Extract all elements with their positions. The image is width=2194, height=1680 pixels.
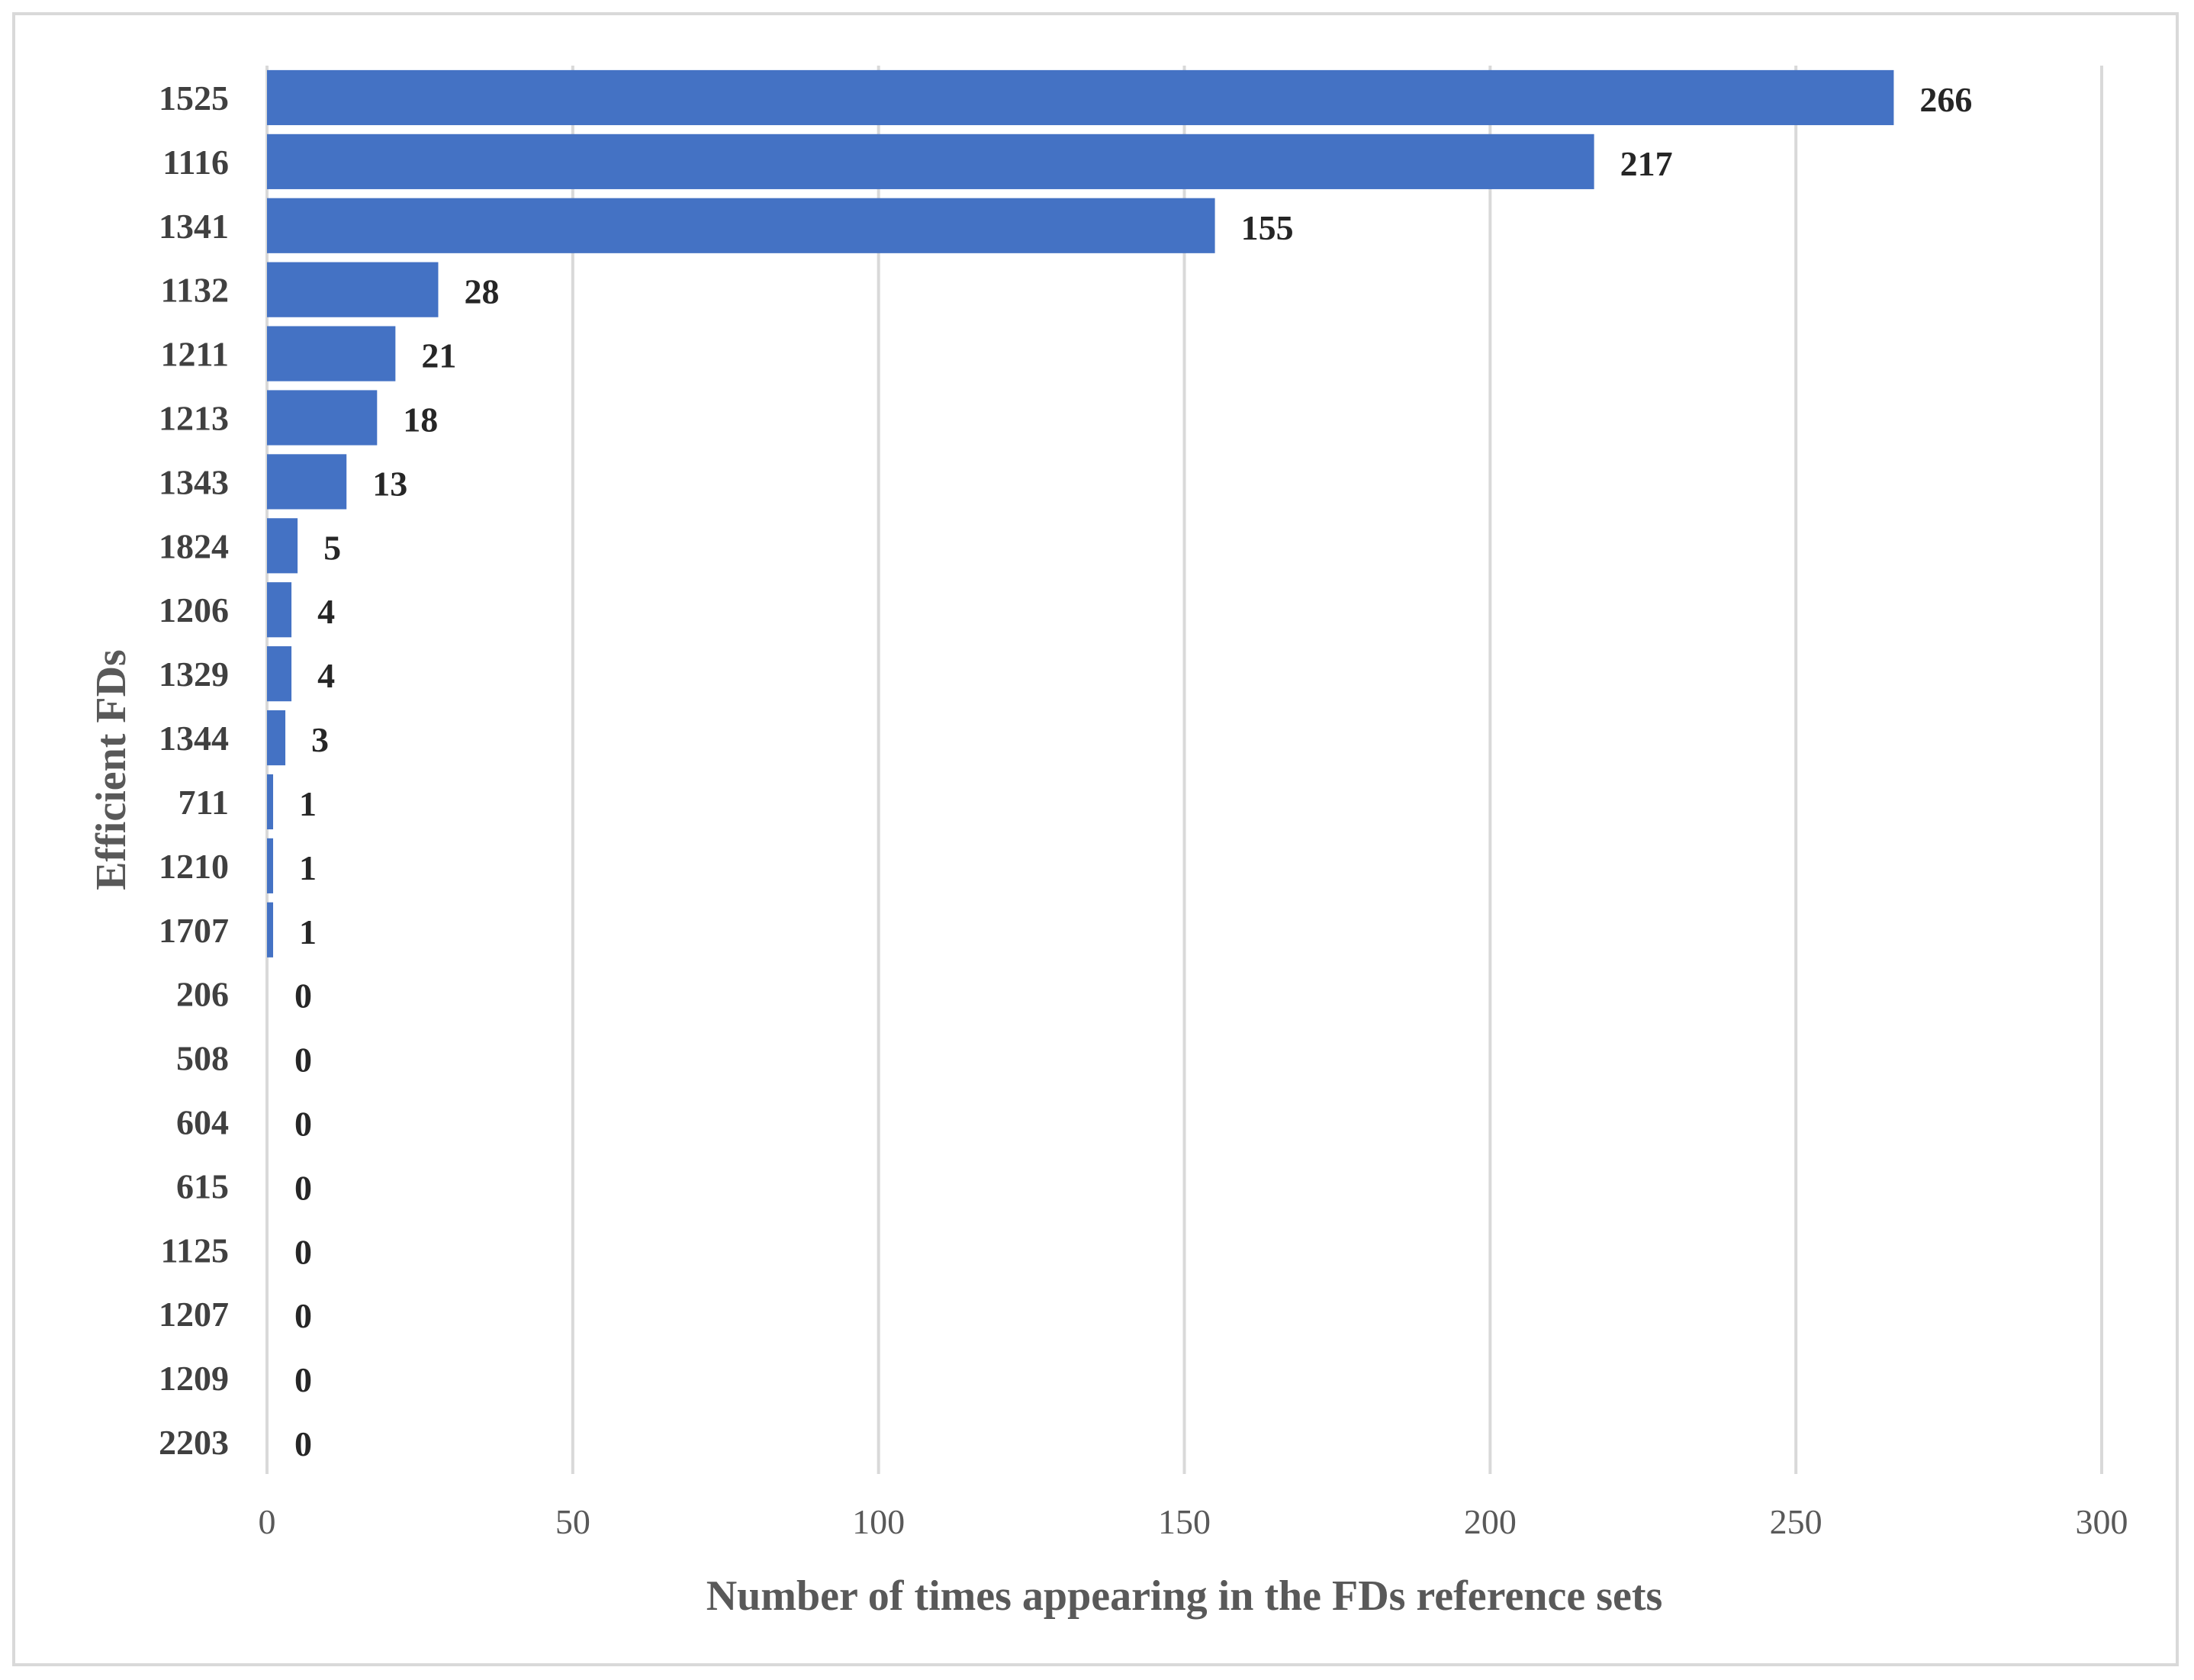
bar-1343 — [267, 454, 347, 510]
data-label-1343: 13 — [372, 464, 407, 503]
category-label-1343: 1343 — [159, 462, 229, 501]
bar-1206 — [267, 582, 292, 638]
data-label-1207: 0 — [294, 1296, 312, 1335]
x-tick-50: 50 — [555, 1502, 590, 1541]
data-label-1209: 0 — [294, 1360, 312, 1399]
category-label-1525: 1525 — [159, 79, 229, 117]
bar-1824 — [267, 518, 298, 574]
data-label-615: 0 — [294, 1168, 312, 1207]
category-label-1341: 1341 — [159, 207, 229, 246]
category-label-711: 711 — [179, 783, 229, 822]
data-label-1329: 4 — [317, 656, 335, 695]
bar-1210 — [267, 838, 274, 893]
data-label-604: 0 — [294, 1105, 312, 1144]
category-label-1125: 1125 — [161, 1231, 229, 1270]
data-label-206: 0 — [294, 977, 312, 1015]
data-label-1824: 5 — [323, 528, 341, 567]
bar-1329 — [267, 646, 292, 702]
data-label-1525: 266 — [1919, 80, 1972, 119]
category-label-1344: 1344 — [159, 719, 229, 758]
bar-1525 — [267, 69, 1894, 126]
category-label-1116: 1116 — [162, 143, 229, 182]
x-tick-labels: 0 50 100 150 200 250 300 — [259, 1502, 2128, 1541]
data-label-711: 1 — [299, 784, 317, 823]
bar-1132 — [267, 262, 439, 317]
data-label-1707: 1 — [299, 912, 317, 951]
x-tick-150: 150 — [1158, 1502, 1211, 1541]
x-tick-200: 200 — [1464, 1502, 1517, 1541]
category-label-1206: 1206 — [159, 591, 229, 629]
data-label-1341: 155 — [1241, 208, 1294, 247]
data-label-1211: 21 — [421, 336, 456, 375]
bar-1707 — [267, 902, 274, 957]
bar-1341 — [267, 198, 1215, 253]
category-label-604: 604 — [176, 1103, 229, 1142]
x-axis-title: Number of times appearing in the FDs ref… — [706, 1572, 1663, 1620]
data-label-1206: 4 — [317, 592, 335, 631]
category-labels: 1525 1116 1341 1132 1211 1213 1343 1824 1206 1329… — [159, 79, 229, 1462]
category-label-2203: 2203 — [159, 1423, 229, 1462]
category-label-1132: 1132 — [161, 271, 229, 310]
category-label-615: 615 — [176, 1167, 229, 1205]
data-label-1125: 0 — [294, 1232, 312, 1271]
data-label-1213: 18 — [403, 401, 438, 439]
category-label-1209: 1209 — [159, 1359, 229, 1398]
data-label-508: 0 — [294, 1041, 312, 1080]
data-label-1116: 217 — [1620, 144, 1673, 183]
bar-1213 — [267, 390, 378, 446]
category-label-1213: 1213 — [159, 399, 229, 438]
y-axis-title: Efficient FDs — [88, 649, 135, 890]
bar-1211 — [267, 326, 396, 381]
category-label-1707: 1707 — [159, 911, 229, 950]
category-label-1824: 1824 — [159, 526, 229, 565]
category-label-1210: 1210 — [159, 847, 229, 886]
bar-1344 — [267, 710, 286, 766]
category-label-206: 206 — [176, 975, 229, 1014]
data-label-2203: 0 — [294, 1424, 312, 1463]
data-label-1210: 1 — [299, 848, 317, 887]
x-tick-250: 250 — [1770, 1502, 1822, 1541]
data-label-1132: 28 — [464, 272, 499, 311]
category-label-1211: 1211 — [161, 335, 229, 374]
x-tick-100: 100 — [852, 1502, 905, 1541]
category-label-508: 508 — [176, 1039, 229, 1078]
x-tick-300: 300 — [2076, 1502, 2128, 1541]
data-label-1344: 3 — [311, 720, 329, 759]
chart-frame: 1525 1116 1341 1132 1211 1213 1343 1824 1206 1329… — [12, 12, 2179, 1666]
x-tick-0: 0 — [259, 1502, 276, 1541]
category-label-1329: 1329 — [159, 655, 229, 694]
bar-1116 — [267, 134, 1594, 189]
gridlines — [265, 66, 2103, 1474]
bar-chart: 1525111613411132121112131343182412061329… — [88, 66, 2128, 1620]
category-label-1207: 1207 — [159, 1295, 229, 1334]
bars — [267, 69, 1894, 957]
bar-711 — [267, 774, 274, 830]
